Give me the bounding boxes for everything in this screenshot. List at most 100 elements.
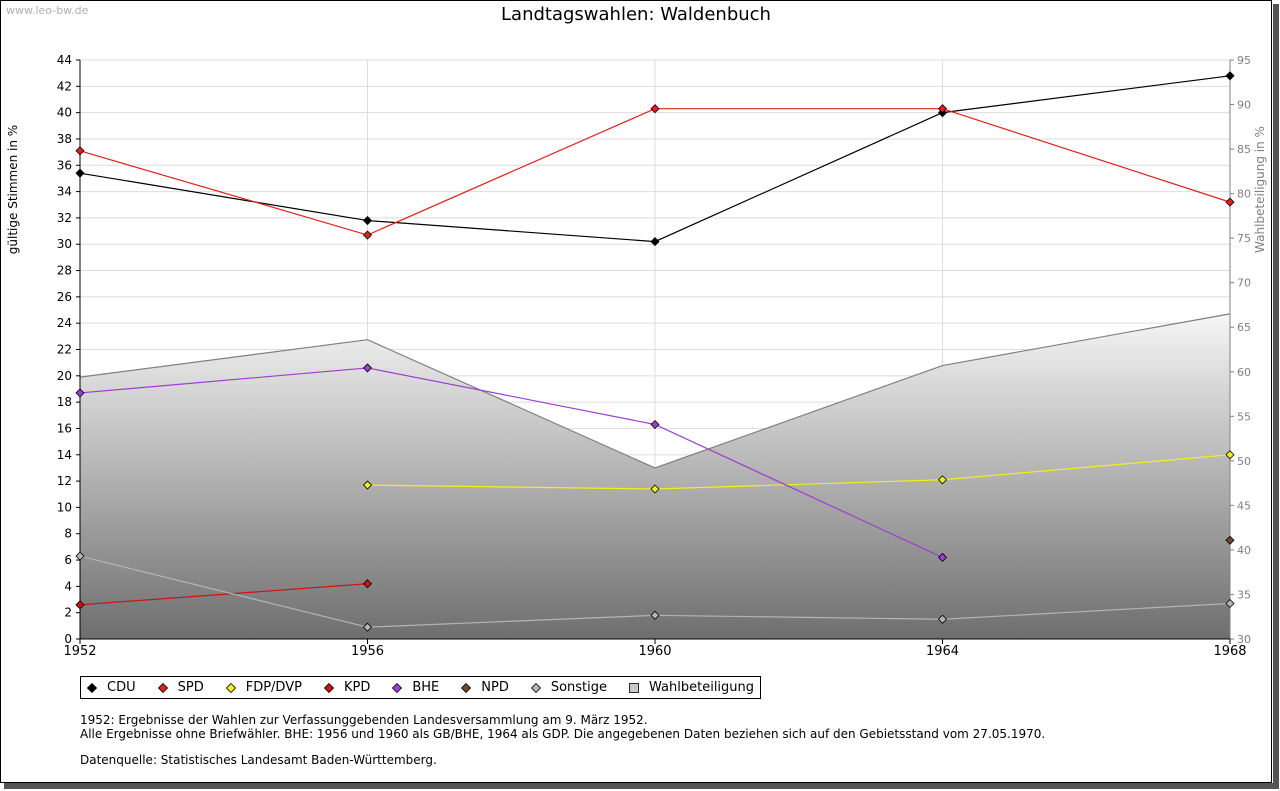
point-bhe <box>75 388 85 398</box>
point-sonstige <box>362 622 373 632</box>
legend-diamond-icon <box>530 682 541 693</box>
legend-diamond-icon <box>323 682 334 693</box>
point-fdp-dvp <box>937 475 948 485</box>
point-spd <box>362 230 373 240</box>
point-sonstige <box>75 551 85 561</box>
legend-label: NPD <box>481 680 509 695</box>
point-fdp-dvp <box>650 484 660 494</box>
point-kpd <box>75 600 85 610</box>
legend: CDU SPD FDP/DVP KPD BHE NPD Sonstige Wahlbeteil… <box>80 676 762 699</box>
y-tick-label: 30 <box>57 237 72 251</box>
y-tick-label: 36 <box>57 158 72 172</box>
legend-label: KPD <box>343 680 371 695</box>
y-right-tick-label: 45 <box>1237 499 1251 512</box>
y-right-tick-label: 95 <box>1237 54 1251 67</box>
point-bhe <box>362 363 373 373</box>
series-line-bhe <box>79 367 943 558</box>
y-right-axis-title: Wahlbeteiligung in % <box>1253 126 1267 253</box>
point-bhe <box>937 552 948 562</box>
legend-item-wahlbeteiligung: Wahlbeteiligung <box>629 680 754 695</box>
election-chart: 0246810121416182022242628303234363840424… <box>6 53 1267 659</box>
series-line-kpd <box>79 583 368 606</box>
y-right-tick-label: 60 <box>1237 366 1251 379</box>
x-tick-label: 1960 <box>638 644 671 659</box>
y-tick-label: 18 <box>57 395 72 409</box>
point-cdu <box>650 237 660 247</box>
point-spd <box>75 146 85 156</box>
y-tick-label: 10 <box>57 500 72 514</box>
x-tick-label: 1952 <box>63 644 96 659</box>
legend-diamond-icon <box>461 682 472 693</box>
data-source: Datenquelle: Statistisches Landesamt Bad… <box>80 753 437 767</box>
watermark: www.leo-bw.de <box>6 4 89 17</box>
y-tick-label: 38 <box>57 132 72 146</box>
series-line-fdp-dvp <box>367 454 1231 490</box>
point-bhe <box>650 419 660 430</box>
legend-diamond-icon <box>392 682 403 693</box>
y-right-tick-label: 75 <box>1237 232 1251 245</box>
chart-title: Landtagswahlen: Waldenbuch <box>501 4 771 25</box>
frame-shadow-bottom <box>4 783 1279 789</box>
legend-diamond-icon <box>87 682 97 693</box>
y-tick-label: 0 <box>64 632 72 646</box>
y-right-tick-label: 35 <box>1237 588 1251 601</box>
legend-item-sonstige: Sonstige <box>530 680 607 695</box>
x-tick-label: 1964 <box>926 644 959 659</box>
point-cdu <box>1225 71 1235 81</box>
y-right-tick-label: 85 <box>1237 143 1251 156</box>
y-right-tick-label: 70 <box>1237 277 1251 290</box>
axes: 0246810121416182022242628303234363840424… <box>6 53 1267 659</box>
point-npd <box>1225 535 1235 545</box>
y-tick-label: 24 <box>57 316 72 330</box>
note-1952: 1952: Ergebnisse der Wahlen zur Verfassu… <box>80 713 648 727</box>
y-right-tick-label: 55 <box>1237 410 1251 423</box>
point-sonstige <box>1225 598 1235 609</box>
note-general: Alle Ergebnisse ohne Briefwähler. BHE: 1… <box>80 727 1046 741</box>
legend-label: SPD <box>177 680 204 695</box>
legend-diamond-icon <box>225 682 236 693</box>
y-axis-title: gültige Stimmen in % <box>6 125 20 254</box>
legend-label: Wahlbeteiligung <box>649 680 755 695</box>
legend-item-fdp-dvp: FDP/DVP <box>225 680 302 695</box>
legend-item-npd: NPD <box>461 680 509 695</box>
y-right-tick-label: 65 <box>1237 321 1251 334</box>
y-tick-label: 14 <box>57 448 72 462</box>
point-fdp-dvp <box>1225 450 1235 460</box>
point-kpd <box>362 579 373 589</box>
turnout-area-line <box>79 313 1231 469</box>
point-cdu <box>362 215 373 226</box>
y-tick-label: 26 <box>57 290 72 304</box>
point-sonstige <box>937 614 948 624</box>
legend-item-bhe: BHE <box>392 680 439 695</box>
x-tick-label: 1956 <box>351 644 384 659</box>
y-right-tick-label: 90 <box>1237 99 1251 112</box>
y-tick-label: 8 <box>64 527 72 541</box>
y-tick-label: 20 <box>57 369 72 383</box>
y-right-tick-label: 40 <box>1237 544 1251 557</box>
legend-label: CDU <box>107 680 136 695</box>
frame-shadow-right <box>1273 4 1279 789</box>
point-spd <box>650 104 660 114</box>
y-tick-label: 32 <box>57 211 72 225</box>
y-tick-label: 6 <box>64 553 72 567</box>
point-spd <box>1225 197 1235 207</box>
y-tick-label: 34 <box>57 185 72 199</box>
y-tick-label: 16 <box>57 421 72 435</box>
legend-item-kpd: KPD <box>323 680 371 695</box>
y-tick-label: 2 <box>64 606 72 620</box>
point-fdp-dvp <box>362 480 373 490</box>
legend-label: FDP/DVP <box>245 680 302 695</box>
legend-item-spd: SPD <box>157 680 204 695</box>
legend-label: BHE <box>412 680 440 695</box>
y-tick-label: 40 <box>57 106 72 120</box>
point-sonstige <box>650 610 660 620</box>
y-tick-label: 22 <box>57 343 72 357</box>
legend-diamond-icon <box>157 682 168 693</box>
y-tick-label: 4 <box>64 579 72 593</box>
point-spd <box>937 104 948 114</box>
legend-square-icon <box>629 682 639 693</box>
y-tick-label: 42 <box>57 79 72 93</box>
legend-item-cdu: CDU <box>87 680 136 695</box>
y-tick-label: 12 <box>57 474 72 488</box>
series <box>75 71 1235 632</box>
